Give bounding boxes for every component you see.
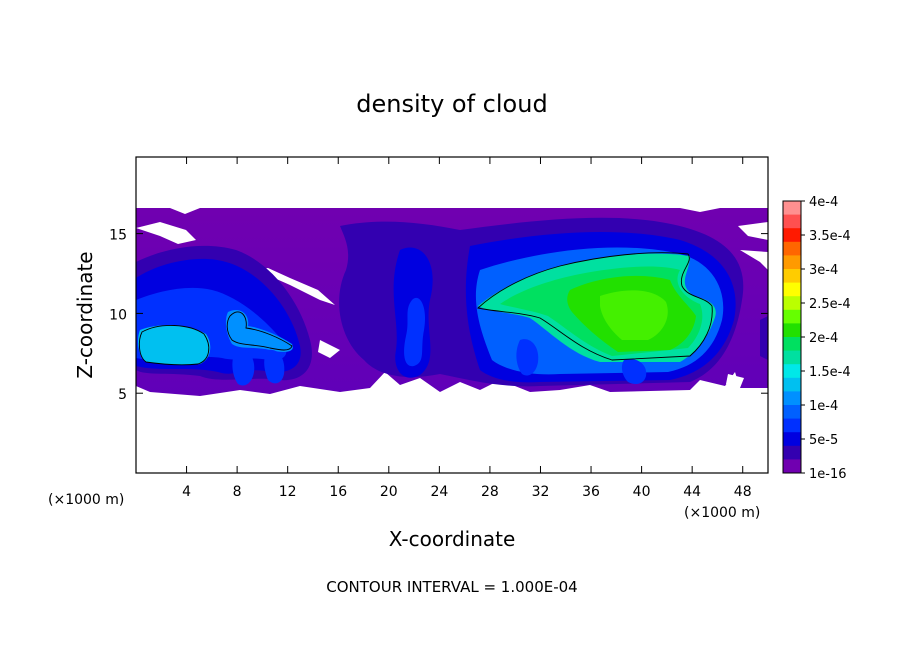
colorbar-swatch [783,228,801,243]
x-tick-label: 28 [481,484,499,500]
y-axis-label: Z-coordinate [73,251,97,378]
colorbar [782,200,802,474]
colorbar-swatch [783,241,801,256]
colorbar-swatch [783,296,801,311]
colorbar-label: 3.5e-4 [809,229,851,244]
colorbar-swatch [783,255,801,270]
colorbar-swatch [783,323,801,338]
x-axis-label: X-coordinate [389,527,516,551]
x-tick-label: 36 [582,484,600,500]
colorbar-label: 2e-4 [809,331,838,346]
y-tick-label: 10 [109,307,127,323]
colorbar-swatch [783,364,801,379]
colorbar-swatch [783,282,801,297]
x-tick-label: 16 [329,484,347,500]
colorbar-swatch [783,445,801,460]
y-tick-label: 15 [109,228,127,244]
colorbar-swatch [783,201,801,216]
colorbar-labels: 4e-4 3.5e-4 3e-4 2.5e-4 2e-4 1.5e-4 1e-4 5e-5 1e… [801,195,851,482]
x-unit-label: (×1000 m) [684,505,760,521]
colorbar-label: 1e-4 [809,399,838,414]
chart-title: density of cloud [356,90,547,118]
x-tick-label: 4 [182,484,191,500]
x-ticks-group: 4 8 12 16 20 24 28 32 36 40 44 48 [182,157,752,500]
colorbar-swatch [783,309,801,324]
colorbar-label: 1.5e-4 [809,365,851,380]
colorbar-label: 2.5e-4 [809,297,851,312]
colorbar-swatch [783,405,801,420]
plot-frame [135,156,769,474]
colorbar-label: 4e-4 [809,195,838,210]
colorbar-swatch [783,459,801,474]
x-tick-label: 12 [279,484,297,500]
colorbar-swatch [783,337,801,352]
colorbar-swatch [783,418,801,433]
colorbar-swatch [783,391,801,406]
x-tick-label: 24 [430,484,448,500]
x-tick-label: 44 [683,484,701,500]
colorbar-label: 3e-4 [809,263,838,278]
heatmap-field [136,208,768,396]
colorbar-swatch [783,350,801,365]
colorbar-swatch [783,432,801,447]
left-core-region [138,325,211,365]
x-tick-label: 20 [380,484,398,500]
colorbar-swatch [783,214,801,229]
contour-interval-note: CONTOUR INTERVAL = 1.000E-04 [326,578,577,596]
x-tick-label: 48 [734,484,752,500]
colorbar-swatch [783,377,801,392]
colorbar-swatch [783,269,801,284]
y-unit-label: (×1000 m) [48,492,124,508]
x-tick-label: 40 [633,484,651,500]
y-tick-label: 5 [118,387,127,403]
y-ticks-group: 5 10 15 [109,228,768,403]
colorbar-label: 5e-5 [809,433,838,448]
x-tick-label: 32 [532,484,550,500]
x-tick-label: 8 [233,484,242,500]
colorbar-label: 1e-16 [809,467,847,482]
